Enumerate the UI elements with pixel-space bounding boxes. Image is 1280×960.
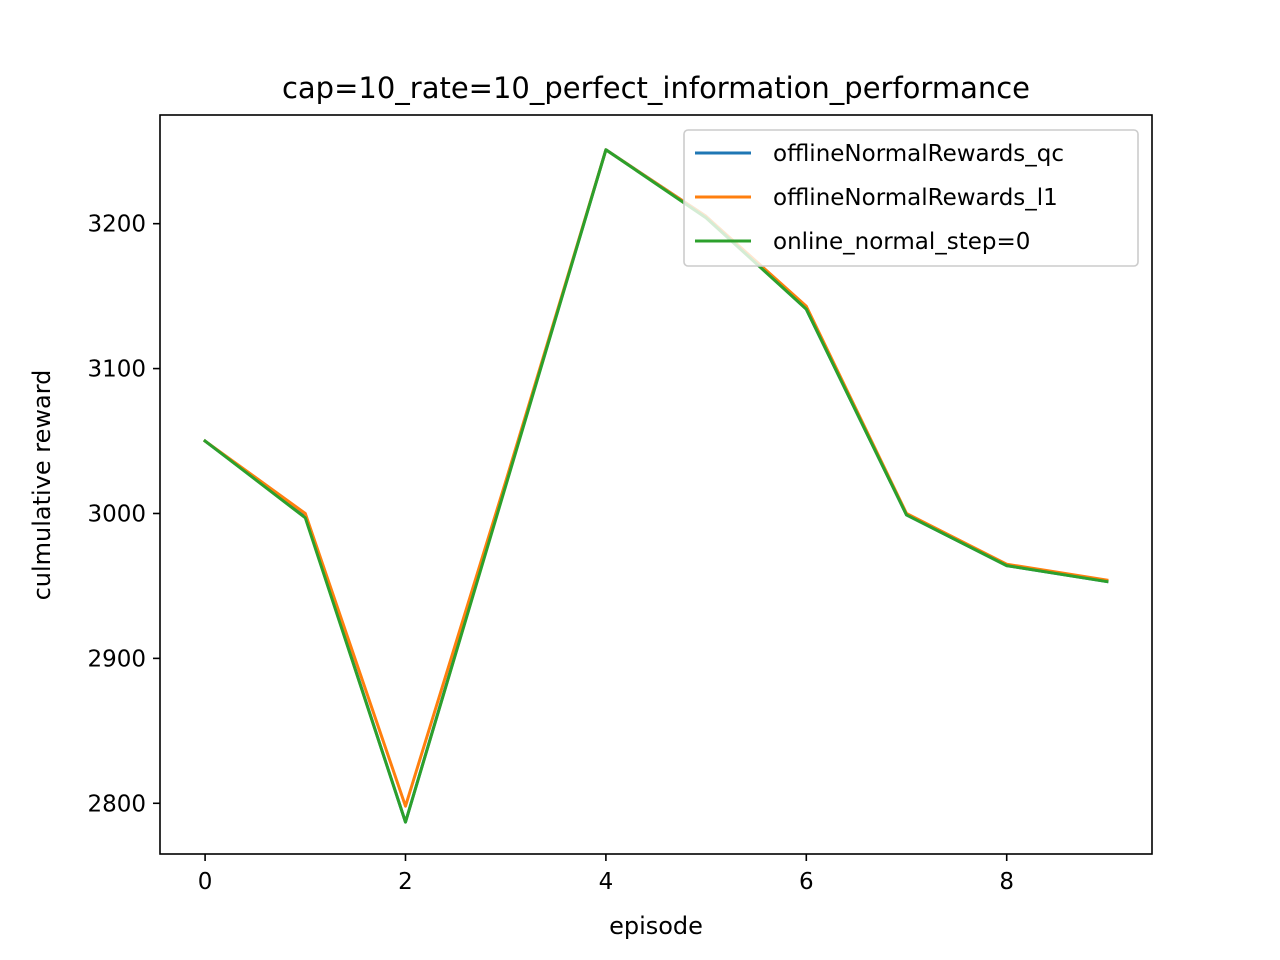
plot-area: 0 2 4 6 8 2800 2900 3000 3100 3200 offlineNormalRe… bbox=[87, 114, 1153, 895]
x-tick-label: 0 bbox=[198, 869, 213, 895]
y-tick-label: 2900 bbox=[87, 646, 146, 672]
legend-label: offlineNormalRewards_qc bbox=[773, 141, 1064, 167]
legend: offlineNormalRewards_qc offlineNormalRewa… bbox=[683, 129, 1139, 267]
x-tick-label: 4 bbox=[599, 869, 614, 895]
y-axis-label: culmulative reward bbox=[28, 370, 56, 601]
y-tick-label: 3100 bbox=[87, 357, 146, 383]
x-tick-label: 8 bbox=[999, 869, 1014, 895]
y-tick-label: 3000 bbox=[87, 501, 146, 527]
chart-title: cap=10_rate=10_perfect_information_perfo… bbox=[282, 71, 1030, 105]
y-tick-label: 3200 bbox=[87, 212, 146, 238]
x-tick-label: 2 bbox=[398, 869, 413, 895]
legend-label: offlineNormalRewards_l1 bbox=[773, 185, 1058, 211]
plot-frame bbox=[159, 114, 1153, 855]
legend-box bbox=[683, 129, 1139, 267]
series-group bbox=[202, 148, 1109, 824]
y-tick-label: 2800 bbox=[87, 791, 146, 817]
x-axis-label: episode bbox=[609, 912, 703, 940]
series-line-3 bbox=[202, 148, 1109, 824]
legend-label: online_normal_step=0 bbox=[773, 229, 1030, 255]
x-tick-label: 6 bbox=[799, 869, 814, 895]
